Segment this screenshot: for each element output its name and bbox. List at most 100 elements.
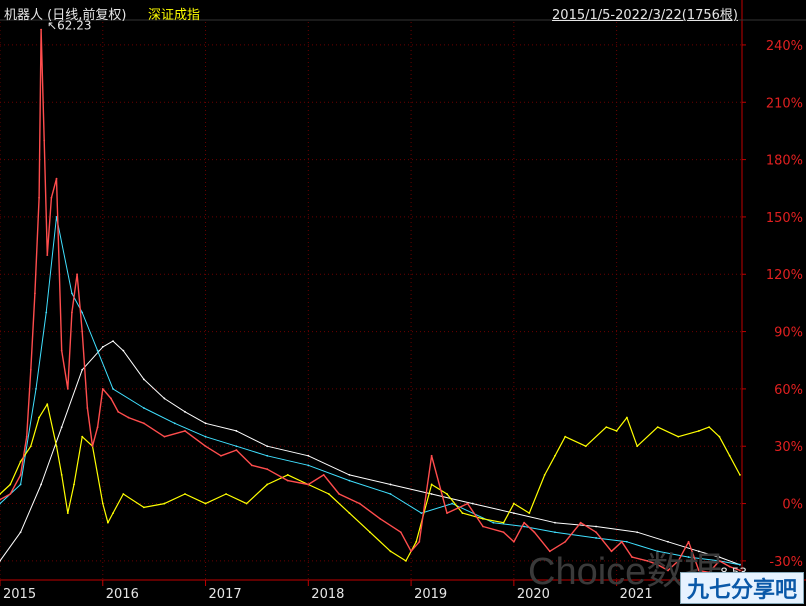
stock-point-24 xyxy=(142,422,145,425)
stock-point-2 xyxy=(19,473,22,476)
stock_ma-point-22 xyxy=(595,537,597,539)
stock-point-41 xyxy=(430,454,433,457)
index-point-29 xyxy=(405,559,407,562)
ma_long-point-4 xyxy=(81,368,84,371)
index-point-5 xyxy=(46,403,49,406)
long-moving-average xyxy=(0,340,741,566)
ma_long-point-0 xyxy=(0,559,1,562)
index-point-26 xyxy=(348,512,351,515)
x-tick-label-2: 2017 xyxy=(209,587,242,602)
y-tick-label-9: -30% xyxy=(769,555,803,570)
stock-line xyxy=(0,28,741,574)
site-logo: 九七分享吧 xyxy=(680,572,804,604)
index-point-47 xyxy=(677,435,680,438)
date-range[interactable]: 2015/1/5-2022/3/22(1756根) xyxy=(552,8,738,23)
ma_long-point-18 xyxy=(471,502,474,505)
stock-point-13 xyxy=(66,388,69,390)
stock-point-63 xyxy=(718,559,721,562)
stock-point-33 xyxy=(307,483,310,486)
ma_long-point-21 xyxy=(595,525,597,528)
stock-point-36 xyxy=(358,502,361,505)
index-point-51 xyxy=(728,454,731,457)
stock-point-0 xyxy=(0,498,1,501)
stock-point-50 xyxy=(564,540,567,543)
stock-point-26 xyxy=(184,430,186,432)
index-point-38 xyxy=(543,473,546,476)
ma_long-point-10 xyxy=(184,410,186,413)
stock-series xyxy=(0,28,741,574)
index-point-21 xyxy=(245,502,248,505)
index-point-22 xyxy=(266,483,269,486)
index-point-12 xyxy=(101,502,104,505)
stock-point-30 xyxy=(250,464,253,467)
stock-point-57 xyxy=(656,563,659,566)
stock_ma-point-7 xyxy=(96,349,99,352)
index-point-31 xyxy=(430,483,433,486)
index-point-46 xyxy=(656,426,659,429)
stock-point-39 xyxy=(410,550,412,553)
index-point-42 xyxy=(605,426,608,429)
x-tick-label-1: 2016 xyxy=(106,587,139,602)
ma_long-point-14 xyxy=(307,454,310,457)
stock-point-22 xyxy=(117,410,120,413)
index-point-9 xyxy=(73,483,75,486)
stock_ma-point-17 xyxy=(420,512,423,515)
stock-point-65 xyxy=(739,569,741,572)
index-point-19 xyxy=(204,502,207,505)
stock-point-54 xyxy=(620,540,623,543)
ma_long-point-17 xyxy=(430,493,433,495)
stock_ma-point-14 xyxy=(307,464,310,467)
y-tick-label-7: 30% xyxy=(774,440,803,455)
stock_ma-point-24 xyxy=(656,550,659,553)
stock-point-51 xyxy=(579,521,582,524)
index-point-39 xyxy=(554,454,556,457)
stock-point-14 xyxy=(71,311,73,314)
index-point-13 xyxy=(107,521,109,524)
stock-point-23 xyxy=(127,416,130,419)
ma_long-point-24 xyxy=(697,550,700,553)
ma_long-point-6 xyxy=(112,340,114,343)
index-point-28 xyxy=(389,550,392,553)
index-point-8 xyxy=(66,512,69,515)
stock_ma-point-2 xyxy=(35,388,37,390)
stock-point-46 xyxy=(512,540,515,543)
annotation-max-label: ↖62.23 xyxy=(47,19,91,33)
stock-point-21 xyxy=(110,397,112,400)
stock_ma-point-16 xyxy=(389,493,392,495)
index-point-17 xyxy=(163,502,166,505)
index-point-30 xyxy=(415,540,418,543)
index-point-27 xyxy=(369,531,371,534)
x-tick-label-3: 2018 xyxy=(311,587,344,602)
stock-point-53 xyxy=(610,550,613,553)
index-point-4 xyxy=(38,416,40,419)
stock_ma-point-10 xyxy=(173,422,176,425)
index-point-10 xyxy=(81,435,84,438)
stock-point-20 xyxy=(101,388,104,390)
ma_long-point-20 xyxy=(554,521,556,524)
stock-point-15 xyxy=(76,273,78,276)
index-point-45 xyxy=(636,445,639,448)
index-point-50 xyxy=(718,435,721,438)
ma_long-point-3 xyxy=(60,426,63,429)
stock-point-38 xyxy=(399,531,402,534)
x-tick-label-5: 2020 xyxy=(517,587,550,602)
stock-point-18 xyxy=(91,445,94,448)
stock_ma-point-8 xyxy=(112,388,114,390)
index-point-48 xyxy=(697,430,700,432)
index-point-1 xyxy=(9,483,12,486)
index-point-32 xyxy=(446,493,448,495)
stock_ma-point-0 xyxy=(0,502,1,505)
stock-point-37 xyxy=(379,517,382,520)
stock-point-5 xyxy=(34,292,36,295)
index-point-6 xyxy=(55,445,58,448)
stock-point-48 xyxy=(533,531,536,534)
ma_long-point-5 xyxy=(101,345,104,348)
index-point-36 xyxy=(512,502,515,505)
stock-point-35 xyxy=(338,493,341,495)
stock_ma-point-11 xyxy=(204,435,207,438)
stock-point-34 xyxy=(322,473,325,476)
stock_ma-point-25 xyxy=(687,556,690,558)
ma_long-point-9 xyxy=(163,397,166,400)
ma_long-point-25 xyxy=(718,556,721,558)
y-tick-label-3: 150% xyxy=(766,211,803,226)
